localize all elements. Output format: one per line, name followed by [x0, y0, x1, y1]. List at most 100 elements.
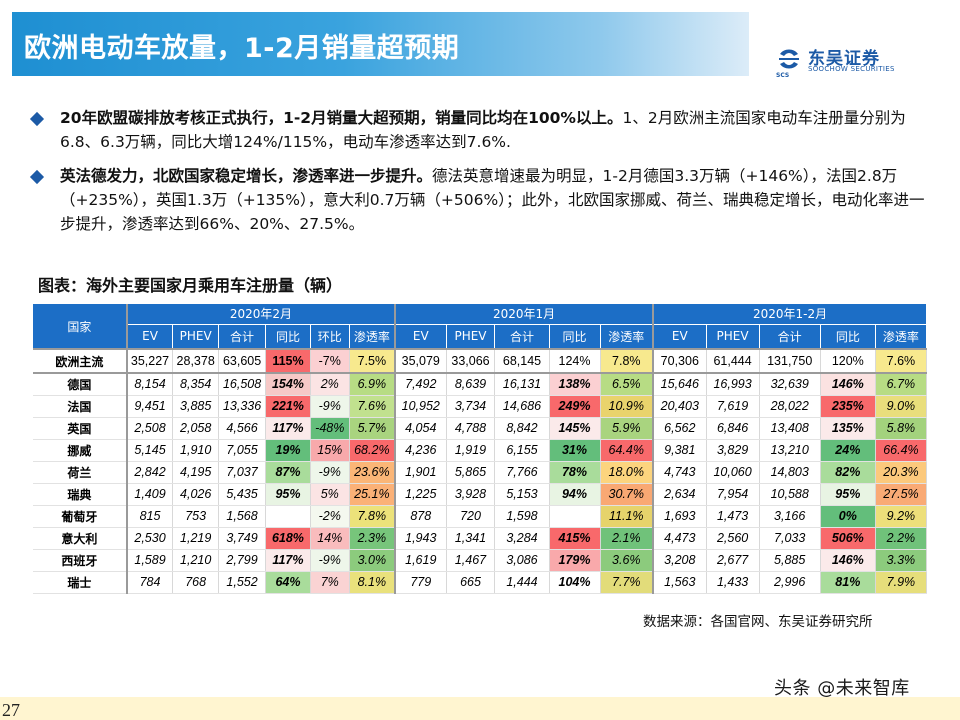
group-header-jan: 2020年1月 — [395, 304, 655, 325]
table-cell: 32,639 — [759, 373, 821, 396]
col-header: 同比 — [265, 324, 311, 350]
table-cell: 2,996 — [759, 571, 821, 594]
table-cell: 14,686 — [494, 395, 550, 418]
table-cell: 6,846 — [706, 417, 760, 440]
table-cell: 145% — [549, 417, 601, 440]
table-cell: 13,210 — [759, 439, 821, 462]
table-cell: 5,145 — [126, 439, 174, 462]
table-cell: 4,566 — [218, 417, 267, 440]
table-cell: 5% — [310, 483, 350, 506]
col-header: 渗透率 — [875, 324, 928, 350]
table-cell: 3,928 — [446, 483, 496, 506]
table-cell: 2,842 — [126, 461, 174, 484]
table-cell: 3,749 — [218, 527, 267, 550]
table-cell: 1,919 — [446, 439, 496, 462]
table-cell: 4,788 — [446, 417, 496, 440]
table-cell: 7.8% — [349, 505, 397, 528]
table-cell: 31% — [549, 439, 601, 462]
table-cell: -2% — [310, 505, 350, 528]
table-cell: 7,037 — [218, 461, 267, 484]
table-cell: 131,750 — [759, 348, 821, 374]
table-cell: 7,954 — [706, 483, 760, 506]
table-row: 葡萄牙 815 753 1,568 -2% 7.8% 878 720 1,598 11.1% 1,6… — [33, 505, 928, 528]
table-cell: 3,885 — [172, 395, 220, 418]
table-row: 瑞典 1,409 4,026 5,435 95% 5% 25.1% 1,225 3,928 5,1… — [33, 483, 928, 506]
table-cell: 94% — [549, 483, 601, 506]
table-cell: 25.1% — [349, 483, 397, 506]
diamond-bullet-icon — [29, 169, 45, 185]
table-cell: 7,766 — [494, 461, 550, 484]
table-cell: 7,033 — [759, 527, 821, 550]
table-cell: 415% — [549, 527, 601, 550]
table-cell: 506% — [820, 527, 876, 550]
col-header: 渗透率 — [349, 324, 397, 350]
col-header: EV — [395, 324, 447, 350]
page-title: 欧洲电动车放量，1-2月销量超预期 — [24, 33, 460, 64]
table-cell: -9% — [310, 461, 350, 484]
table-cell: 7.8% — [600, 348, 655, 374]
table-cell: 68.2% — [349, 439, 397, 462]
table-cell: 18.0% — [600, 461, 655, 484]
table-cell: 3,734 — [446, 395, 496, 418]
country-cell: 欧洲主流 — [33, 348, 128, 374]
table-cell: 14% — [310, 527, 350, 550]
table-cell: 13,408 — [759, 417, 821, 440]
table-cell: 154% — [265, 373, 311, 396]
logo-mark-icon — [779, 49, 799, 69]
table-cell: -48% — [310, 417, 350, 440]
table-row-europe-total: 欧洲主流 35,227 28,378 63,605 115% -7% 7.5% 35,079 3… — [33, 348, 928, 374]
table-cell: 7.6% — [875, 348, 928, 374]
table-row: 西班牙 1,589 1,210 2,799 117% -9% 3.0% 1,619 1,467 3… — [33, 549, 928, 572]
table-cell: 1,563 — [653, 571, 707, 594]
table-row: 荷兰 2,842 4,195 7,037 87% -9% 23.6% 1,901 5,865 7,… — [33, 461, 928, 484]
col-header: 环比 — [310, 324, 350, 350]
table-cell: 23.6% — [349, 461, 397, 484]
table-cell: 8.1% — [349, 571, 397, 594]
table-cell: 2.2% — [875, 527, 928, 550]
table-cell: 117% — [265, 417, 311, 440]
col-header: 渗透率 — [600, 324, 655, 350]
table-cell: 8,842 — [494, 417, 550, 440]
col-header: PHEV — [446, 324, 496, 350]
table-cell: 19% — [265, 439, 311, 462]
col-header: 合计 — [759, 324, 821, 350]
table-cell: 5,885 — [759, 549, 821, 572]
table-cell: 78% — [549, 461, 601, 484]
table-cell: 0% — [820, 505, 876, 528]
col-header: EV — [653, 324, 707, 350]
watermark: 头条 @未来智库 — [774, 678, 910, 699]
table-cell: 2.3% — [349, 527, 397, 550]
group-header-jan-feb: 2020年1-2月 — [653, 304, 928, 325]
bullet-2-bold: 英法德发力，北欧国家稳定增长，渗透率进一步提升。 — [60, 167, 433, 185]
table-cell: 70,306 — [653, 348, 707, 374]
table-cell: 28,378 — [172, 348, 220, 374]
table-cell: 1,433 — [706, 571, 760, 594]
country-header: 国家 — [33, 304, 128, 350]
bullet-item-1: 20年欧盟碳排放考核正式执行，1-2月销量大超预期，销量同比均在100%以上。1… — [28, 106, 928, 154]
table-cell: 2,508 — [126, 417, 174, 440]
table-cell: 5.7% — [349, 417, 397, 440]
table-cell: 235% — [820, 395, 876, 418]
table-cell: 1,619 — [395, 549, 447, 572]
table-cell: 4,026 — [172, 483, 220, 506]
table-cell — [265, 505, 311, 528]
table-cell: 1,589 — [126, 549, 174, 572]
table-row: 挪威 5,145 1,910 7,055 19% 15% 68.2% 4,236 1,919 6,… — [33, 439, 928, 462]
table-cell: 64% — [265, 571, 311, 594]
table-cell: 95% — [265, 483, 311, 506]
table-cell: 120% — [820, 348, 876, 374]
table-cell: 1,210 — [172, 549, 220, 572]
table-cell: 5.8% — [875, 417, 928, 440]
table-cell: 15,646 — [653, 373, 707, 396]
table-cell: 1,225 — [395, 483, 447, 506]
table-cell: 7.9% — [875, 571, 928, 594]
table-cell: 35,079 — [395, 348, 447, 374]
table-cell: 5,435 — [218, 483, 267, 506]
table-cell: 10,588 — [759, 483, 821, 506]
table-cell: 753 — [172, 505, 220, 528]
table-cell: 665 — [446, 571, 496, 594]
table-cell: 7% — [310, 571, 350, 594]
table-cell: 2,677 — [706, 549, 760, 572]
table-cell: 5.9% — [600, 417, 655, 440]
table-cell: 1,910 — [172, 439, 220, 462]
